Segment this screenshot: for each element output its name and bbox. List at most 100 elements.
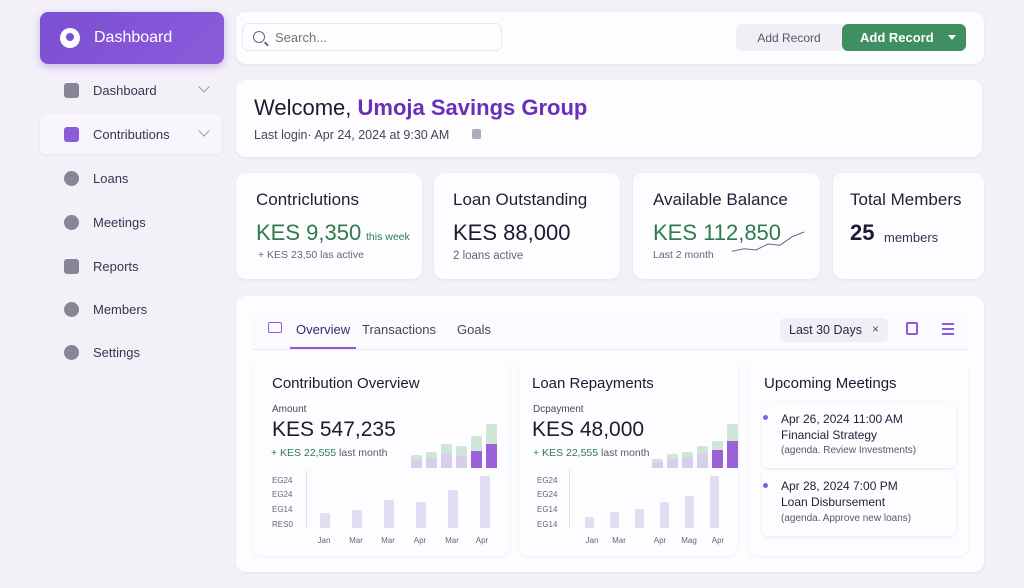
calendar-icon[interactable] [906,322,918,335]
chart-bar [685,495,694,528]
brand-label: Dashboard [94,29,173,46]
meeting-item[interactable] [762,470,956,536]
sidebar-item-dashboard[interactable]: Dashboard [40,70,222,110]
chevron-down-icon [198,81,210,93]
chart-bar [610,511,619,528]
contributions-icon [64,126,79,142]
search-input[interactable] [275,29,475,45]
stat-card-contributions [236,173,422,279]
loan-repayments-title: Loan Repayments [532,375,654,392]
add-record-button[interactable]: Add Record [842,24,966,51]
meeting-name: Loan Disbursement [781,495,886,509]
y-tick: EG14 [272,505,293,514]
envelope-icon [268,322,282,333]
last-login: Last login· Apr 24, 2024 at 9:30 AM [254,128,450,142]
meeting-agenda: (agenda. Review Investments) [781,445,917,456]
search-icon [253,31,265,43]
repayment-change: + KES 22,555 last month [533,447,649,459]
chart-bar [710,476,719,528]
balance-sparkline [731,231,805,252]
chart-bar [480,476,490,528]
chart-bar-stack [456,446,467,457]
chart-bar-value [667,458,678,468]
reports-icon [64,258,79,274]
add-record-secondary-button[interactable]: Add Record [736,24,842,51]
loans-icon [64,170,79,186]
chart-bar-stack [697,446,708,455]
stat-value: KES 9,350 [256,220,362,245]
sidebar-item-members[interactable]: Members [40,289,222,329]
list-view-icon[interactable] [942,323,954,335]
sidebar-item-meetings[interactable]: Meetings [40,202,222,242]
contribution-amount: KES 547,235 [272,418,396,441]
stat-sub: Last 2 month [653,249,714,261]
x-tick: Apr [653,536,667,545]
x-tick: Jan [317,536,331,545]
x-tick: Apr [711,536,725,545]
chart-bar-stack [426,452,437,458]
chart-bar-stack [727,424,738,441]
chart-bar-stack [471,435,482,451]
meetings-icon [64,214,79,230]
sidebar-item-contributions[interactable]: Contributions [40,114,222,154]
sidebar-item-loans[interactable]: Loans [40,158,222,198]
x-tick: Mag [681,536,697,545]
y-axis [569,470,570,528]
chart-bar [352,509,362,528]
add-record-label: Add Record [860,30,934,45]
brand-dashboard-button[interactable]: Dashboard [40,12,224,64]
gear-icon [64,344,79,360]
repayment-amount: KES 48,000 [532,418,645,441]
meeting-item[interactable] [762,402,956,468]
date-filter[interactable]: Last 30 Days × [780,318,888,342]
chart-bar [585,517,594,528]
contribution-change: + KES 22,555 last month [271,447,387,459]
sparkline-line [731,231,805,252]
x-tick: Mar [612,536,626,545]
chart-bar-stack [486,424,497,445]
x-tick: Mar [381,536,395,545]
chart-bar-value [652,461,663,468]
caret-down-icon[interactable] [948,35,956,40]
y-tick: RES0 [272,520,293,529]
sidebar-item-label: Members [93,301,148,317]
welcome-greeting: Welcome, [254,95,352,120]
tab-goals[interactable]: Goals [457,322,491,337]
chart-bar-value [727,440,738,468]
stat-value: KES 112,850 [653,220,782,245]
logo-icon [60,28,80,48]
clear-filter-icon[interactable]: × [871,322,879,336]
chart-bar [320,512,330,528]
tab-transactions[interactable]: Transactions [362,322,436,337]
sidebar-item-settings[interactable]: Settings [40,332,222,372]
active-tab-indicator [290,347,356,349]
meeting-agenda: (agenda. Approve new loans) [781,513,912,524]
x-tick: Apr [413,536,427,545]
stat-title: Available Balance [653,190,788,209]
sidebar-item-reports[interactable]: Reports [40,246,222,286]
x-tick: Apr [475,536,489,545]
meeting-name: Financial Strategy [781,428,878,442]
y-tick: EG24 [272,476,293,485]
lock-icon [472,129,481,139]
welcome-card [236,80,982,157]
chart-bar [660,502,669,528]
search-box[interactable] [242,23,502,51]
y-tick: EG24 [537,490,558,499]
contribution-overview-title: Contribution Overview [272,375,420,392]
tab-overview[interactable]: Overview [296,322,351,337]
meeting-date: Apr 28, 2024 7:00 PM [781,479,898,493]
grid-icon [64,82,79,98]
x-tick: Mar [349,536,363,545]
x-tick: Jan [585,536,599,545]
welcome-heading: Welcome, Umoja Savings Group [254,95,587,121]
change-period: last month [601,447,650,459]
stat-value: KES 88,000 [453,220,571,245]
chevron-down-icon [198,125,210,137]
chart-bar-value [426,457,437,468]
stat-sub: 2 loans active [453,250,524,262]
chart-bar-value [682,457,693,468]
stat-unit: members [884,230,939,245]
chart-bar-value [441,454,452,468]
sidebar-item-label: Settings [93,344,140,360]
